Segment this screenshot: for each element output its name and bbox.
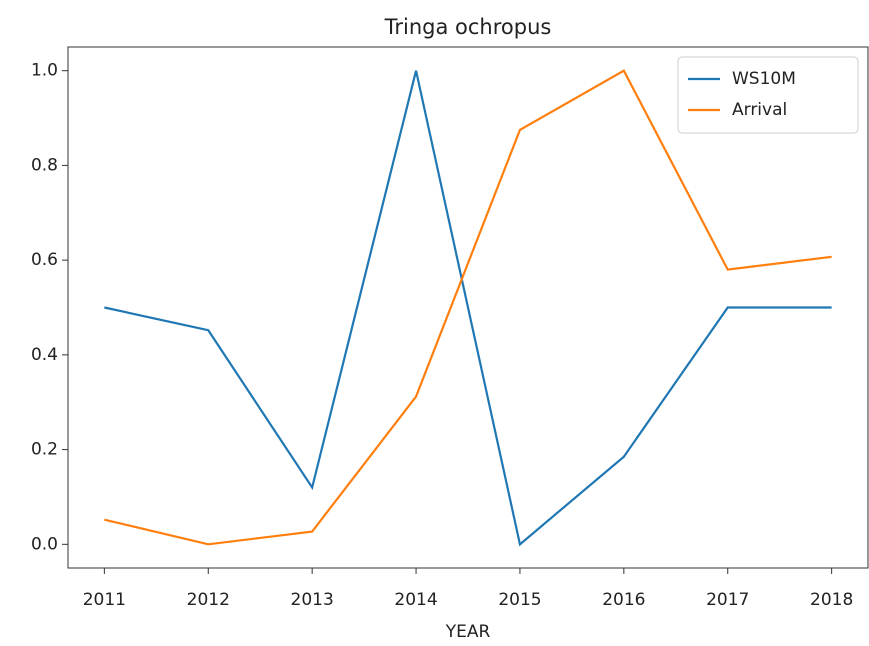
y-tick-label: 0.0: [31, 534, 58, 554]
x-tick-label: 2014: [394, 590, 437, 610]
x-tick-label: 2013: [291, 590, 334, 610]
y-tick-label: 0.8: [31, 155, 58, 175]
y-tick-label: 0.2: [31, 440, 58, 460]
chart-title: Tringa ochropus: [384, 15, 552, 39]
series-line: [104, 69, 832, 546]
y-tick-label: 1.0: [31, 61, 58, 81]
x-tick-label: 2011: [83, 590, 126, 610]
y-tick-label: 0.6: [31, 250, 58, 270]
series-line: [104, 70, 832, 547]
x-tick-label: 2016: [602, 590, 645, 610]
plot-frame: [67, 46, 869, 569]
x-axis-label: YEAR: [445, 622, 491, 642]
y-tick-label: 0.4: [31, 345, 58, 365]
x-tick-label: 2018: [810, 590, 853, 610]
legend-label: Arrival: [732, 100, 787, 120]
legend-label: WS10M: [732, 69, 796, 89]
x-tick-label: 2012: [187, 590, 230, 610]
x-tick-label: 2017: [706, 590, 749, 610]
legend-box: [677, 56, 859, 134]
x-tick-label: 2015: [498, 590, 541, 610]
